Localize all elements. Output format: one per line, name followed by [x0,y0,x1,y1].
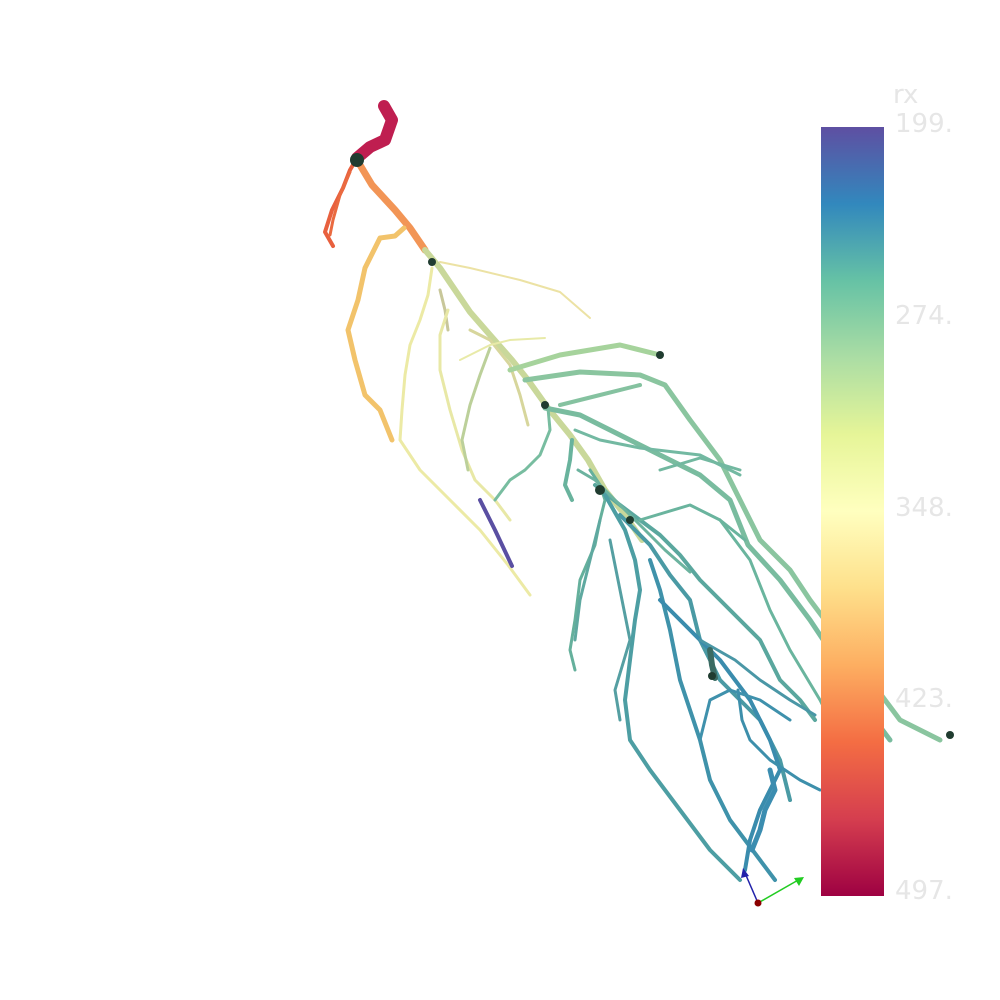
colorbar-tick-label: 274. [895,301,953,331]
triad-y-axis [744,872,759,904]
root-segment [749,767,778,853]
root-segment [698,638,817,717]
root-junction-node [656,351,664,359]
axes-orientation-triad [741,868,804,907]
root-segment [493,406,552,502]
root-segment [563,438,574,502]
triad-origin-point [754,899,762,907]
colorbar-gradient [821,127,884,896]
root-segment [353,156,429,254]
root-segment [648,558,777,882]
root-segment [573,518,602,642]
root-junction-node [541,401,549,409]
colorbar-tick-label: 199. [895,109,953,139]
root-segment [351,100,398,164]
root-segment [507,342,663,373]
root-segment [576,468,692,574]
root-junction-node [708,672,716,680]
root-junction-node [350,153,364,167]
root-segment [698,688,792,742]
triad-y-arrowhead [741,868,749,878]
root-junction-node [946,731,954,739]
root-segment [468,328,530,427]
root-junction-node [626,516,634,524]
root-segment [478,498,514,568]
root-segment [736,688,822,792]
triad-x-arrowhead [794,877,804,886]
root-segment [328,170,352,237]
colorbar-tick-label: 423. [895,684,953,714]
root-segment [658,456,742,472]
root-segment [638,503,747,542]
root-segment [439,261,591,319]
root-segment [459,337,546,361]
root-segment [398,266,532,597]
root-segment [345,225,407,443]
colorbar-title: rx [893,80,919,110]
root-segment [603,493,742,882]
root-junction-node [428,258,436,266]
root-segment [608,538,632,722]
colorbar-tick-label: 497. [895,876,953,906]
root-segment [460,346,492,472]
colorbar-tick-label: 348. [895,493,953,523]
root-segment [438,308,512,522]
triad-x-axis [757,878,801,904]
root-junction-node [595,485,605,495]
root-segment [558,383,642,407]
root-segment [593,483,817,722]
root-segment [438,288,450,332]
